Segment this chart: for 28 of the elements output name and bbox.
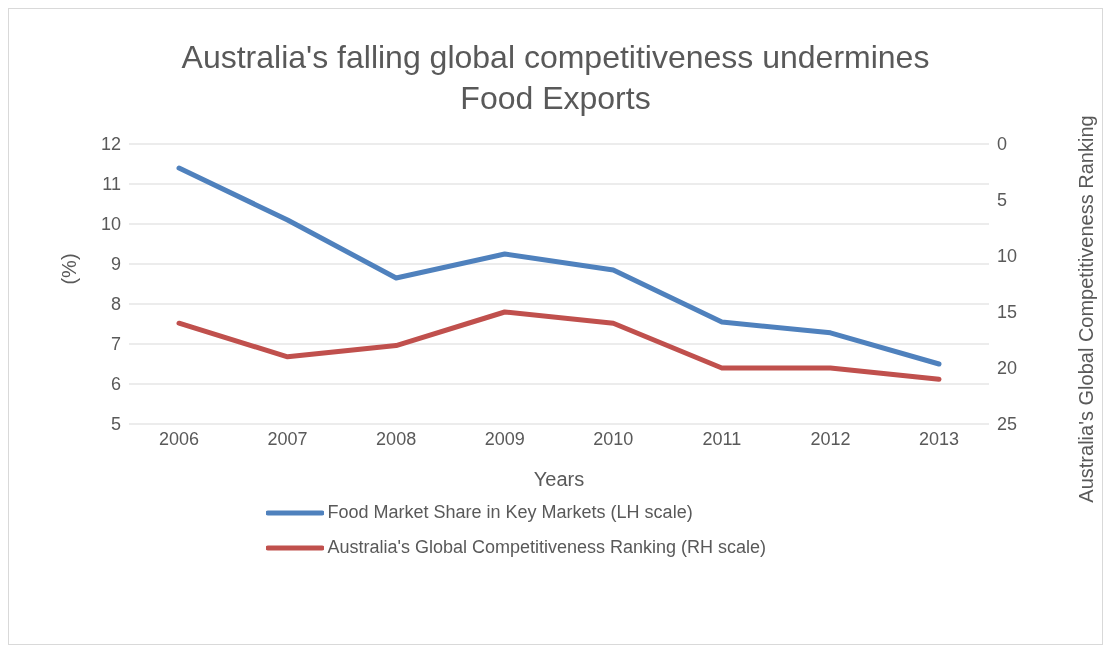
y-tick-label: 12 bbox=[100, 134, 121, 155]
y-tick-label: 10 bbox=[100, 214, 121, 235]
y-tick-label: 6 bbox=[110, 374, 121, 395]
x-tick-label: 2006 bbox=[158, 428, 200, 449]
x-axis-title: Years bbox=[533, 468, 585, 490]
y-tick-label: 9 bbox=[110, 254, 121, 275]
x-tick-label: 2009 bbox=[484, 428, 525, 449]
x-tick-label: 2008 bbox=[376, 428, 417, 449]
y2-tick-label: 25 bbox=[997, 414, 1018, 435]
y2-tick-label: 15 bbox=[997, 302, 1018, 323]
y-tick-label: 5 bbox=[110, 414, 121, 435]
chart-title: Australia's falling global competitiveness undermines Food Exports bbox=[180, 38, 931, 118]
y-tick-label: 11 bbox=[102, 174, 121, 195]
x-tick-label: 2007 bbox=[267, 428, 308, 449]
legend-label: Food Market Share in Key Markets (LH scale) bbox=[327, 502, 693, 523]
y2-tick-label: 5 bbox=[997, 190, 1008, 211]
y2-tick-label: 0 bbox=[997, 134, 1008, 155]
x-tick-label: 2011 bbox=[702, 428, 742, 449]
x-tick-label: 2010 bbox=[593, 428, 634, 449]
y-axis-title: (%) bbox=[57, 253, 81, 285]
y-tick-label: 7 bbox=[110, 334, 121, 355]
y2-tick-label: 20 bbox=[997, 358, 1018, 379]
y2-tick-label: 10 bbox=[997, 246, 1018, 267]
y2-axis-title: Australia's Global Competitiveness Ranking bbox=[1074, 115, 1098, 503]
x-tick-label: 2012 bbox=[810, 428, 851, 449]
legend-label: Australia's Global Competitiveness Ranking (RH scale) bbox=[327, 537, 767, 558]
y-tick-label: 8 bbox=[110, 294, 121, 315]
x-tick-label: 2013 bbox=[918, 428, 960, 449]
